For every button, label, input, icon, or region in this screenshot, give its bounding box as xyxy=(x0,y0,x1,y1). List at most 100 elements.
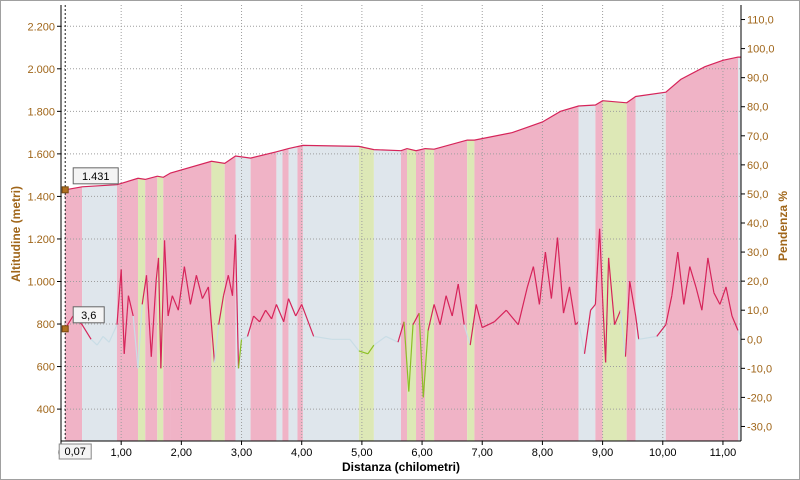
band-flat xyxy=(373,149,401,441)
gradient-segment xyxy=(207,286,216,363)
gradient-line xyxy=(64,228,742,398)
gradient-segment xyxy=(594,228,601,305)
gradient-segment xyxy=(599,228,604,299)
gradient-segment xyxy=(227,275,234,296)
grid-lines xyxy=(61,5,741,441)
band-climb xyxy=(224,156,236,441)
gradient-segment xyxy=(481,321,495,329)
y-left-tick-label: 2.200 xyxy=(27,21,55,33)
x-tick-label: 11,00 xyxy=(710,447,737,459)
gradient-segment xyxy=(275,304,285,323)
gradient-segment xyxy=(544,252,552,299)
gradient-segment xyxy=(577,321,586,354)
gradient-segment xyxy=(568,286,577,325)
x-tick-label: 5,00 xyxy=(351,447,372,459)
gradient-segment xyxy=(427,304,435,331)
gradient-segment xyxy=(397,321,405,343)
cursor[interactable]: 0,07 xyxy=(58,5,92,460)
gradient-segment xyxy=(283,298,290,322)
gradient-segment xyxy=(145,275,152,357)
gradient-segment xyxy=(201,286,209,299)
gradient-segment xyxy=(665,295,673,325)
gradient-segment xyxy=(602,298,607,363)
gradient-segment xyxy=(367,344,375,355)
y-right-tick-label: 30,0 xyxy=(747,247,768,259)
x-tick-label: 2,00 xyxy=(171,447,192,459)
gradient-segment xyxy=(81,324,92,340)
band-descent xyxy=(211,161,225,442)
band-flat xyxy=(635,92,666,441)
gradient-segment xyxy=(222,275,229,296)
gradient-segment xyxy=(218,295,225,325)
gradient-segment xyxy=(656,324,667,337)
gradient-segment xyxy=(246,315,255,337)
gradient-segment xyxy=(457,283,465,325)
band-climb xyxy=(434,140,468,441)
band-descent xyxy=(407,148,417,441)
gradient-segment xyxy=(265,309,273,320)
y-left-tick-label: 600 xyxy=(37,362,55,374)
y-right-tick-label: -10,0 xyxy=(747,363,772,375)
gradient-segment xyxy=(412,312,420,325)
gradient-segment xyxy=(719,286,727,305)
gradient-segment xyxy=(301,304,315,337)
gradient-segment xyxy=(213,324,220,363)
gradient-segment xyxy=(629,280,637,317)
gradient-segment xyxy=(725,286,733,317)
gradient-segment xyxy=(550,237,559,299)
gradient-segment xyxy=(108,324,118,343)
gradient-segment xyxy=(505,309,519,326)
band-climb xyxy=(297,145,303,441)
marker-label: 1.431 xyxy=(82,171,110,183)
band-climb xyxy=(250,151,277,442)
band-flat xyxy=(276,150,283,441)
band-flat xyxy=(235,156,251,441)
gradient-segment xyxy=(731,315,739,331)
gradient-segment xyxy=(195,275,203,299)
marker-point xyxy=(61,186,69,194)
y-left-tick-label: 1.200 xyxy=(27,234,55,246)
gradient-segment xyxy=(295,304,303,317)
gradient-segment xyxy=(271,304,277,320)
x-tick-label: 4,00 xyxy=(291,447,312,459)
gradient-segment xyxy=(132,315,139,369)
x-tick-label: 8,00 xyxy=(532,447,553,459)
gradient-segment xyxy=(624,281,631,357)
gradient-segment xyxy=(358,350,369,355)
gradient-segment xyxy=(259,309,267,323)
gradient-segment xyxy=(562,286,571,314)
gradient-segment xyxy=(349,338,360,352)
band-descent xyxy=(425,148,435,441)
gradient-segment xyxy=(120,269,125,354)
gradient-segment xyxy=(127,295,134,317)
band-flat xyxy=(288,146,298,441)
right-axis-title: Pendenza % xyxy=(776,191,790,261)
y-right-tick-label: 50,0 xyxy=(747,189,768,201)
y-right-tick-label: 60,0 xyxy=(747,160,768,172)
gradient-segment xyxy=(116,269,122,325)
marker-label-box xyxy=(72,167,119,185)
gradient-segment xyxy=(556,237,565,314)
y-right-tick-label: -30,0 xyxy=(747,421,772,433)
gradient-segment xyxy=(313,335,332,340)
y-right-tick-label: 90,0 xyxy=(747,73,768,85)
gradient-segment xyxy=(689,266,697,288)
y-right-tick-label: 0,0 xyxy=(747,334,762,346)
gradient-segment xyxy=(445,295,453,317)
y-left-tick-label: 1.600 xyxy=(27,149,55,161)
x-axis-ticks: 01,002,003,004,005,006,007,008,009,0010,… xyxy=(58,441,736,459)
band-climb xyxy=(282,148,289,441)
y-right-tick-label: 40,0 xyxy=(747,218,768,230)
gradient-segment xyxy=(150,281,157,357)
gradient-segment xyxy=(241,335,248,340)
gradient-segment xyxy=(469,304,477,346)
x-tick-label: 10,00 xyxy=(649,447,677,459)
y-right-tick-label: 80,0 xyxy=(747,102,768,114)
y-left-tick-label: 1.000 xyxy=(27,276,55,288)
x-tick-label: 1,00 xyxy=(110,447,131,459)
gradient-segment xyxy=(475,304,483,328)
x-tick-label: 9,00 xyxy=(592,447,613,459)
gradient-segment xyxy=(707,257,715,293)
band-climb xyxy=(474,106,579,441)
